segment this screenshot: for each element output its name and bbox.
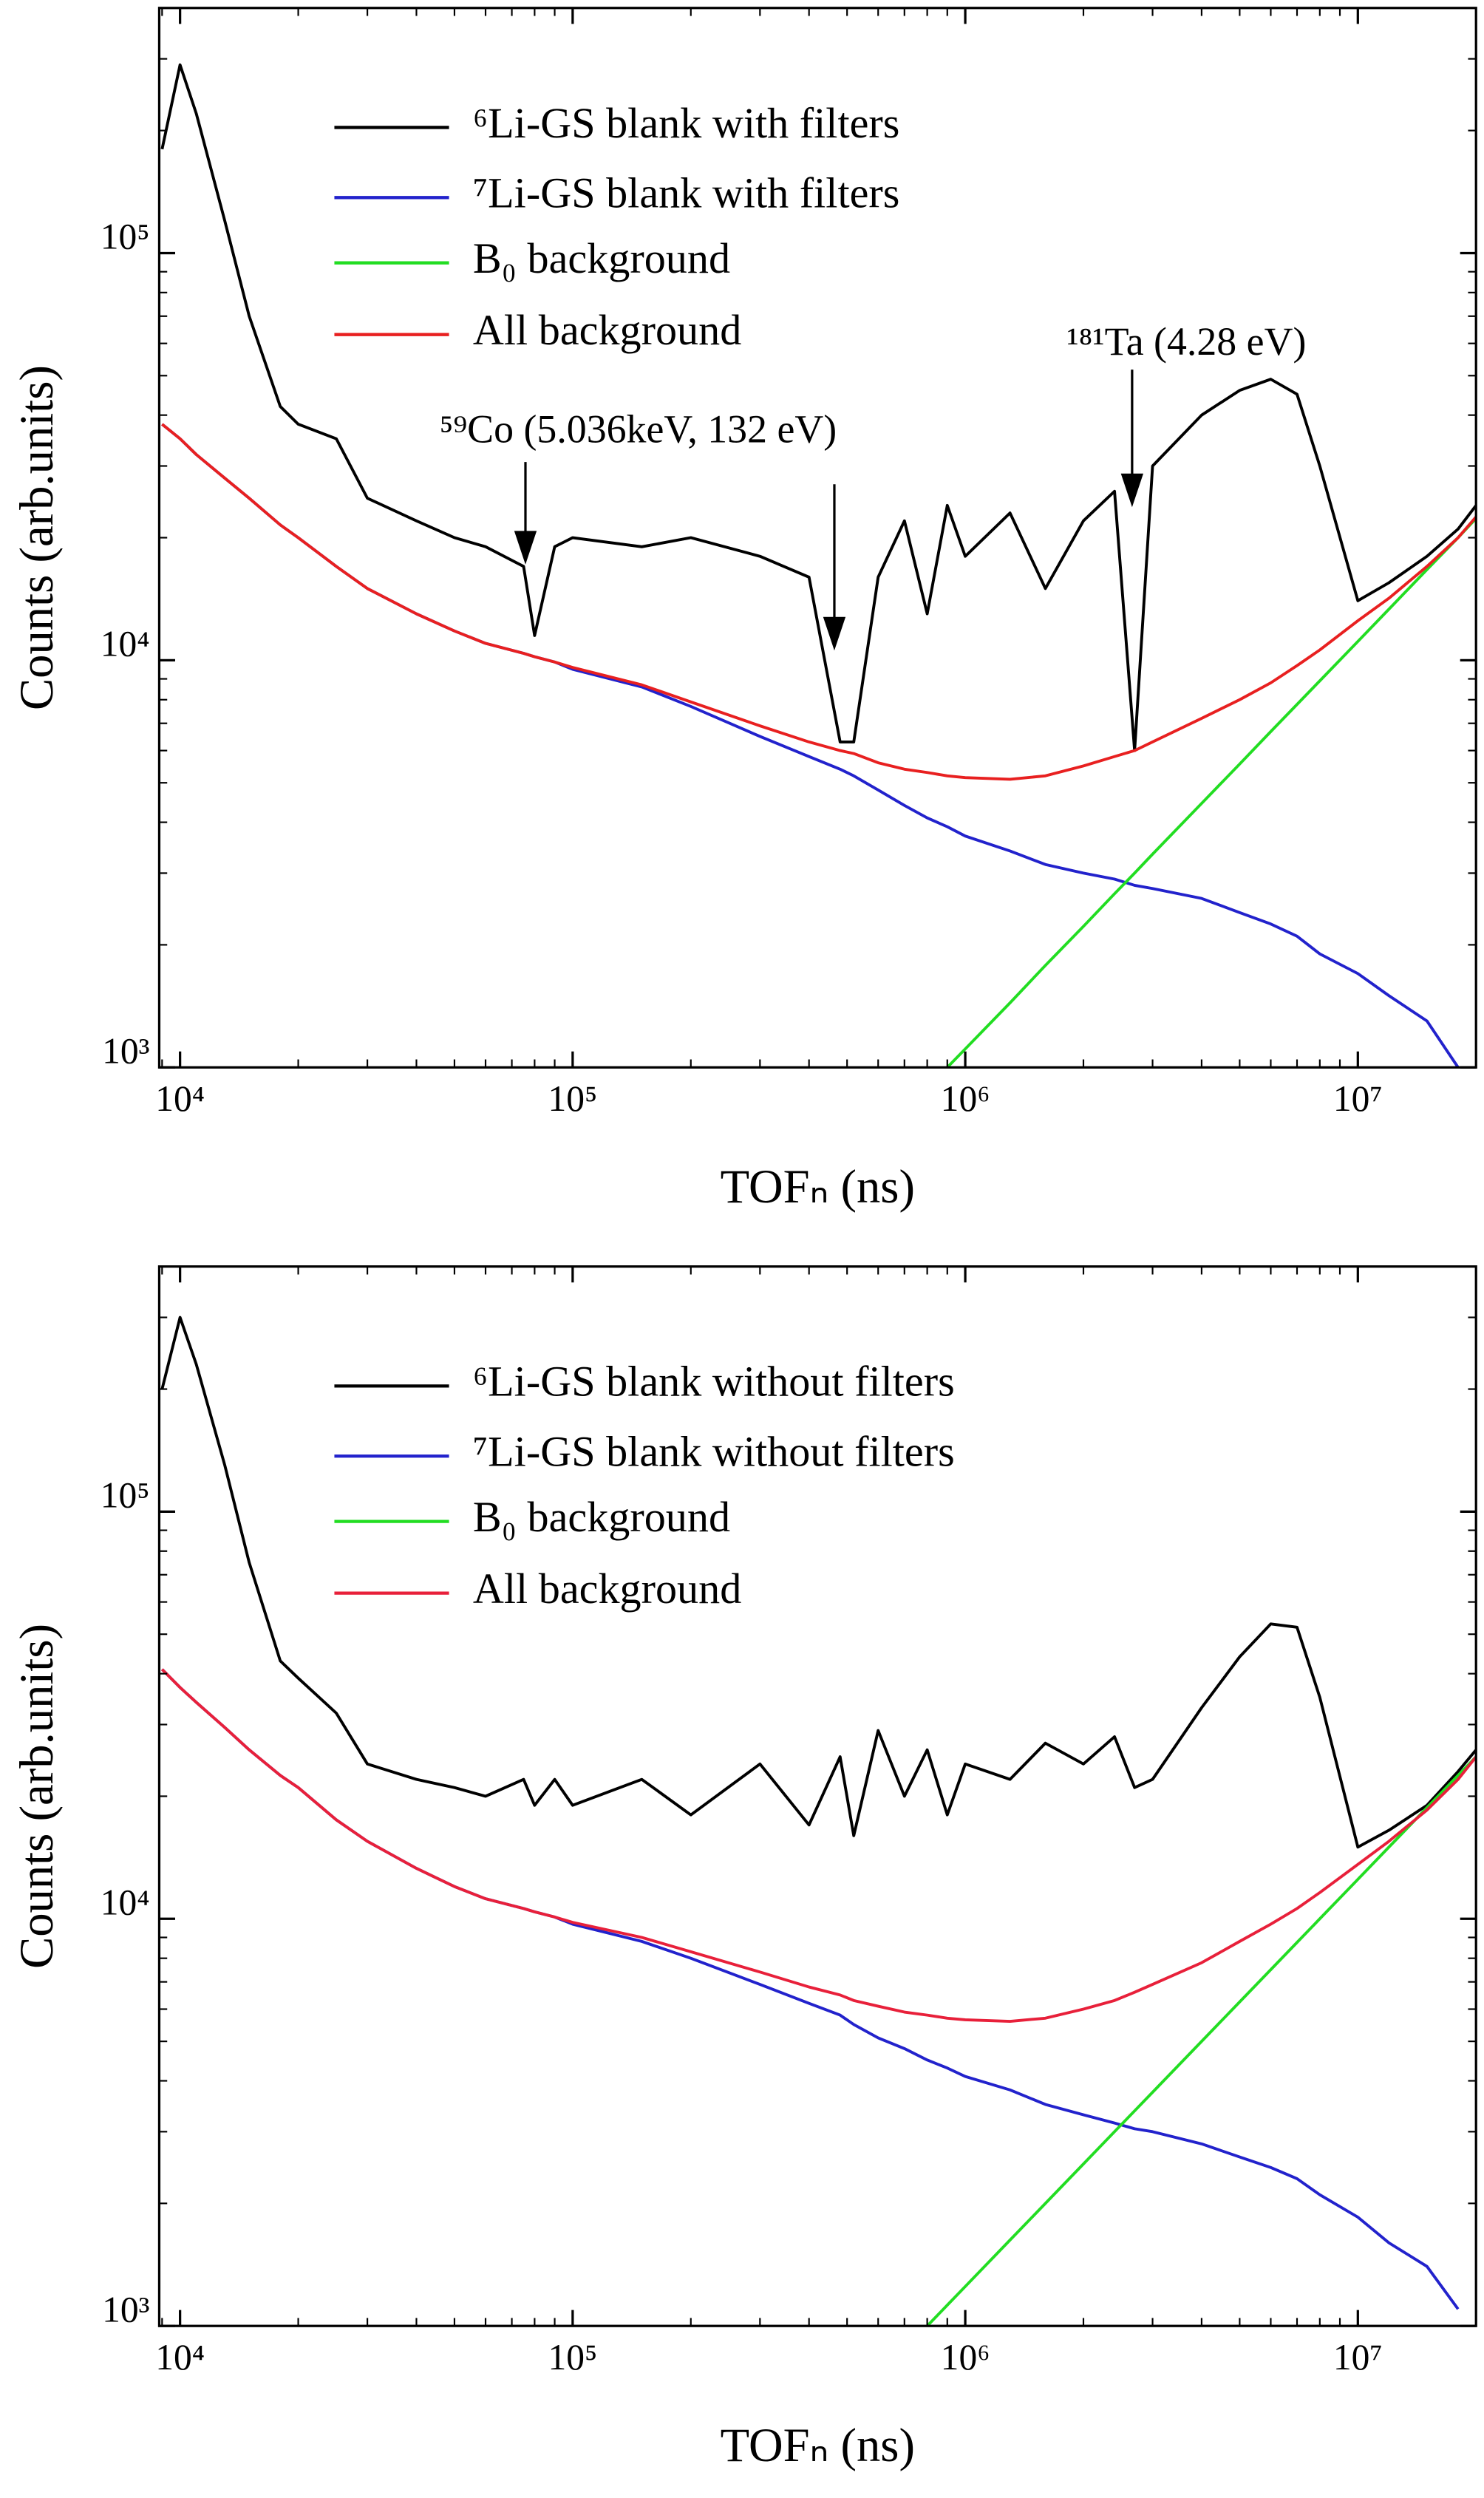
annotation: ⁵⁹Co (5.036keV, 132 eV) bbox=[440, 407, 837, 452]
y-axis-label: Counts (arb.units) bbox=[10, 365, 64, 710]
x-tick-label: 10⁵ bbox=[548, 2337, 597, 2378]
plot-area bbox=[160, 1316, 1477, 2327]
axes-frame bbox=[157, 7, 1477, 1069]
x-tick-label: 10⁶ bbox=[941, 1078, 990, 1119]
x-tick-label: 10⁷ bbox=[1333, 2337, 1383, 2378]
series-line bbox=[161, 423, 1460, 1068]
legend-label: B₀ background bbox=[473, 234, 730, 282]
x-tick-label: 10⁴ bbox=[155, 2337, 205, 2378]
y-tick-label: 10⁴ bbox=[101, 623, 150, 664]
axes-frame bbox=[157, 1265, 1477, 2327]
y-axis-label: Counts (arb.units) bbox=[10, 1624, 64, 1969]
legend-label: ⁷Li-GS blank with filters bbox=[473, 169, 900, 217]
series-line bbox=[160, 1668, 1460, 2310]
y-tick-label: 10³ bbox=[102, 2289, 149, 2329]
series-line bbox=[160, 1668, 1477, 2023]
series-line bbox=[946, 517, 1477, 1068]
arrow-head bbox=[514, 531, 537, 565]
arrow-head bbox=[1120, 473, 1144, 508]
y-tick-label: 10⁴ bbox=[101, 1882, 150, 1922]
legend-label: ⁶Li-GS blank without filters bbox=[473, 1358, 955, 1406]
legend-label: All background bbox=[473, 306, 741, 354]
x-tick-label: 10⁵ bbox=[548, 1078, 597, 1119]
x-tick-label: 10⁴ bbox=[155, 1078, 205, 1119]
legend-label: ⁶Li-GS blank with filters bbox=[473, 99, 900, 147]
x-tick-label: 10⁷ bbox=[1333, 1078, 1383, 1119]
annotation-arrows bbox=[514, 370, 1144, 651]
series-line bbox=[160, 63, 1477, 752]
series-line bbox=[160, 1316, 1477, 1849]
arrow-head bbox=[823, 616, 846, 651]
legend-label: B₀ background bbox=[473, 1493, 730, 1541]
x-axis-label: TOFₙ (ns) bbox=[721, 1160, 915, 1214]
plot-area bbox=[160, 63, 1477, 1068]
x-axis-label: TOFₙ (ns) bbox=[721, 2418, 915, 2472]
y-tick-label: 10⁵ bbox=[101, 217, 150, 257]
legend-label: All background bbox=[473, 1565, 741, 1613]
series-line bbox=[926, 1755, 1477, 2327]
x-tick-label: 10⁶ bbox=[941, 2337, 990, 2378]
series-line bbox=[161, 423, 1477, 781]
y-tick-label: 10³ bbox=[102, 1030, 149, 1071]
y-tick-label: 10⁵ bbox=[101, 1475, 150, 1516]
legend-label: ⁷Li-GS blank without filters bbox=[473, 1428, 955, 1476]
annotation: ¹⁸¹Ta (4.28 eV) bbox=[1067, 319, 1307, 364]
